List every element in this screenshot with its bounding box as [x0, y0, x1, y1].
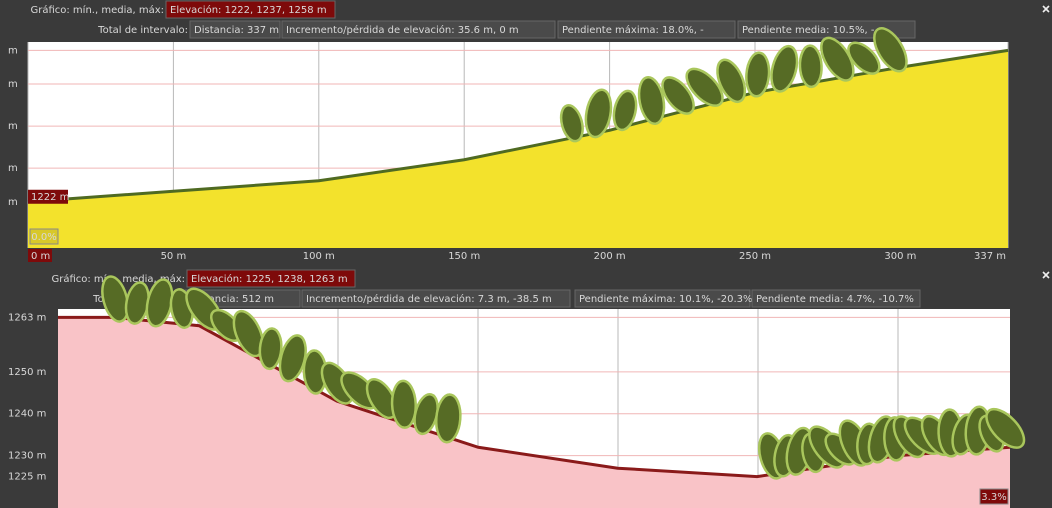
- tree-icon: [798, 44, 823, 89]
- info-box: [557, 20, 736, 39]
- tree-icon: [685, 67, 724, 107]
- tree-icon: [612, 89, 638, 132]
- tree-icon: [584, 88, 613, 139]
- close-icon[interactable]: [1042, 5, 1050, 13]
- info-text: Pendiente máxima: 18.0%, -: [562, 24, 704, 36]
- tree-icon: [258, 327, 283, 371]
- info-text: Incremento/pérdida de elevación: 7.3 m, …: [306, 293, 552, 305]
- tree-icon: [232, 309, 265, 358]
- tree-icon: [637, 75, 666, 126]
- cursor-label: 1222 m: [31, 192, 69, 203]
- y-tick-label: m: [8, 121, 18, 132]
- tree-icon: [985, 407, 1026, 449]
- tree-icon: [101, 275, 130, 323]
- info-box: [301, 289, 571, 308]
- y-tick-label: 1263 m: [8, 312, 46, 323]
- x-label-highlight: [28, 249, 52, 262]
- info-text: Elevación: 1222, 1237, 1258 m: [170, 4, 327, 16]
- slope-label: 0.0%: [31, 232, 56, 243]
- x-tick-label: 200 m: [594, 251, 626, 262]
- y-tick-label: 1230 m: [8, 451, 46, 462]
- x-tick-label: 150 m: [448, 251, 480, 262]
- y-tick-label: m: [8, 79, 18, 90]
- tree-icon: [559, 103, 584, 143]
- info-box: [574, 289, 751, 308]
- info-text: Distancia: 512 m: [189, 294, 274, 305]
- y-tick-label: m: [8, 197, 18, 208]
- header-label: Gráfico: mín., media, máx:: [30, 4, 164, 16]
- info-text: Pendiente media: 4.7%, -10.7%: [756, 294, 914, 305]
- y-tick-label: m: [8, 163, 18, 174]
- info-box: [751, 289, 921, 308]
- slope-label-box: [29, 228, 59, 245]
- x-tick-label: 50 m: [161, 251, 187, 262]
- cursor-label-box: [28, 189, 68, 204]
- info-box: [186, 269, 356, 288]
- y-tick-label: 1240 m: [8, 409, 46, 420]
- info-text: Distancia: 337 m: [194, 25, 279, 36]
- y-tick-label: m: [8, 45, 18, 56]
- info-box: [165, 0, 336, 19]
- info-box: [189, 20, 281, 39]
- info-text: Pendiente máxima: 10.1%, -20.3%: [579, 293, 753, 305]
- x-tick-label: 300 m: [884, 251, 916, 262]
- x-tick-label: 337 m: [974, 251, 1006, 262]
- y-tick-label: 1225 m: [8, 472, 46, 483]
- tree-icon: [365, 378, 398, 420]
- close-icon[interactable]: [1042, 271, 1050, 279]
- info-box: [281, 20, 556, 39]
- slope-label: 3.3%: [981, 492, 1006, 503]
- info-text: Incremento/pérdida de elevación: 35.6 m,…: [286, 24, 519, 36]
- info-text: Elevación: 1225, 1238, 1263 m: [191, 273, 348, 285]
- x-tick-label: 250 m: [739, 251, 771, 262]
- tree-icon: [873, 27, 908, 73]
- tree-icon: [770, 44, 799, 93]
- tree-icon: [661, 76, 695, 115]
- tree-icon: [820, 36, 855, 82]
- x-tick-label: 0 m: [31, 251, 50, 262]
- elevation-area: [58, 317, 1010, 508]
- y-tick-label: 1250 m: [8, 367, 46, 378]
- tree-icon: [390, 379, 417, 429]
- tree-icon: [716, 58, 747, 104]
- slope-label-box: [979, 488, 1009, 505]
- tree-icon: [745, 51, 771, 98]
- tree-icon: [847, 41, 881, 75]
- x-tick-label: 100 m: [303, 251, 335, 262]
- tree-icon: [435, 393, 462, 444]
- header-label: Total de intervalo:: [97, 25, 188, 36]
- info-text: Pendiente media: 10.5%, -: [742, 25, 875, 36]
